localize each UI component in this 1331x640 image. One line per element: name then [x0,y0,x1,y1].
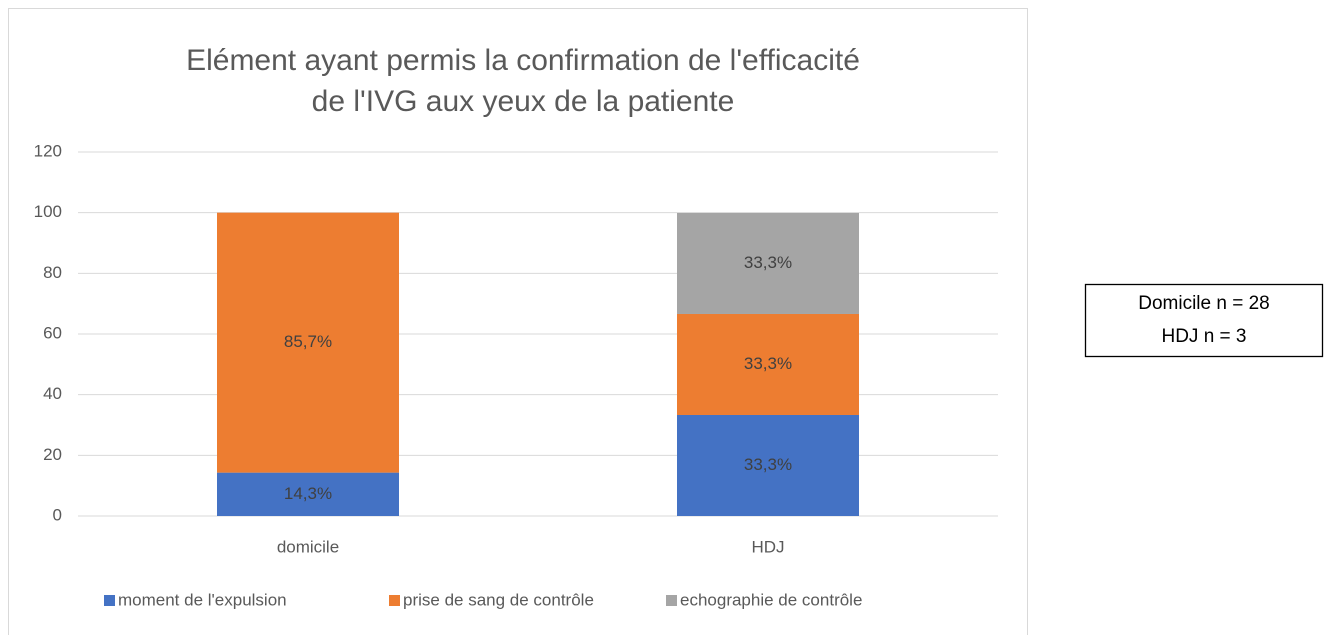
legend-label: echographie de contrôle [680,590,862,609]
annotation: Domicile n = 28 [1138,293,1269,314]
bar-segment [217,212,399,473]
y-tick-label: 60 [43,323,62,342]
data-label: 33,3% [744,253,792,272]
y-tick-label: 80 [43,263,62,282]
legend-swatch [389,595,400,606]
chart-title: de l'IVG aux yeux de la patiente [312,85,735,118]
y-tick-label: 120 [34,141,62,160]
legend-swatch [666,595,677,606]
data-label: 14,3% [284,484,332,503]
legend-label: prise de sang de contrôle [403,590,594,609]
annotation: HDJ n = 3 [1161,326,1246,347]
y-tick-label: 20 [43,445,62,464]
x-tick-label: HDJ [751,537,784,556]
bar-segment [677,414,859,516]
legend-label: moment de l'expulsion [118,590,287,609]
x-tick-label: domicile [277,537,339,556]
legend-swatch [104,595,115,606]
data-label: 85,7% [284,332,332,351]
data-label: 33,3% [744,455,792,474]
y-tick-label: 100 [34,202,62,221]
y-tick-label: 0 [53,505,62,524]
bar-segment [677,212,859,314]
bar-segment [217,472,399,516]
data-label: 33,3% [744,354,792,373]
chart-title: Elément ayant permis la confirmation de … [186,44,860,77]
y-tick-label: 40 [43,384,62,403]
bar-segment [677,313,859,415]
annotation-box [1084,283,1324,358]
